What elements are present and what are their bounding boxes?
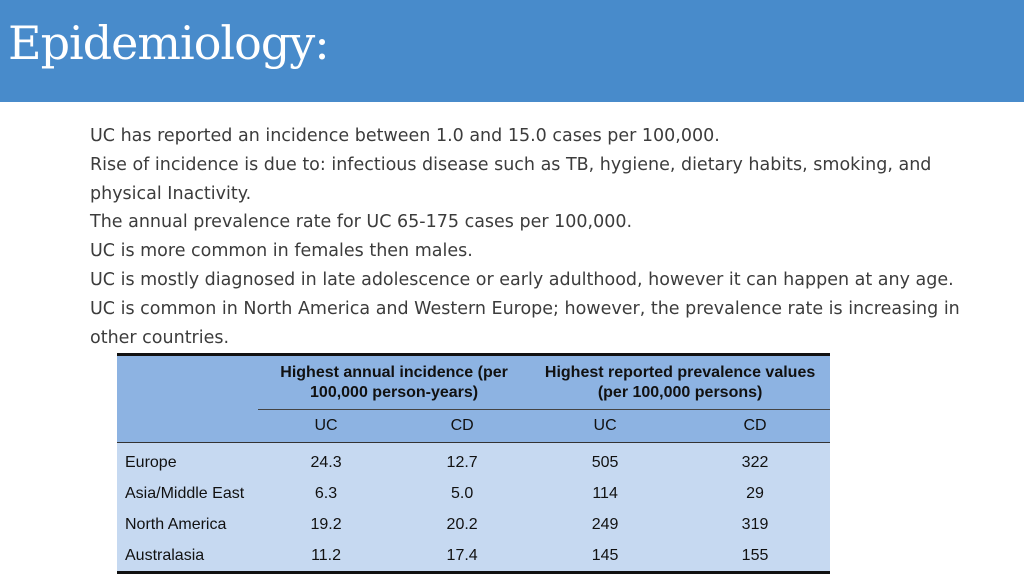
value-cell: 145 bbox=[530, 540, 681, 573]
table-row: Asia/Middle East 6.3 5.0 114 29 bbox=[117, 478, 830, 509]
value-cell: 5.0 bbox=[394, 478, 531, 509]
value-cell: 6.3 bbox=[258, 478, 395, 509]
sub-header: CD bbox=[680, 409, 830, 443]
value-cell: 249 bbox=[530, 509, 681, 540]
bullet-text: UC has reported an incidence between 1.0… bbox=[90, 122, 990, 352]
sub-header: UC bbox=[258, 409, 395, 443]
region-cell: Asia/Middle East bbox=[117, 478, 258, 509]
value-cell: 24.3 bbox=[258, 442, 395, 478]
epidemiology-table: Highest annual incidence (per 100,000 pe… bbox=[117, 353, 830, 574]
region-cell: Australasia bbox=[117, 540, 258, 573]
table-row: North America 19.2 20.2 249 319 bbox=[117, 509, 830, 540]
value-cell: 19.2 bbox=[258, 509, 395, 540]
blank-header bbox=[117, 354, 258, 410]
sub-header: CD bbox=[394, 409, 531, 443]
table-row: Australasia 11.2 17.4 145 155 bbox=[117, 540, 830, 573]
incidence-header: Highest annual incidence (per 100,000 pe… bbox=[258, 354, 531, 410]
value-cell: 322 bbox=[680, 442, 830, 478]
prevalence-header: Highest reported prevalence values (per … bbox=[530, 354, 830, 410]
value-cell: 17.4 bbox=[394, 540, 531, 573]
value-cell: 20.2 bbox=[394, 509, 531, 540]
value-cell: 319 bbox=[680, 509, 830, 540]
bullet-line: UC is common in North America and Wester… bbox=[90, 298, 960, 348]
bullet-line: Rise of incidence is due to: infectious … bbox=[90, 154, 932, 204]
value-cell: 155 bbox=[680, 540, 830, 573]
value-cell: 505 bbox=[530, 442, 681, 478]
region-cell: Europe bbox=[117, 442, 258, 478]
bullet-line: UC is mostly diagnosed in late adolescen… bbox=[90, 269, 954, 290]
bullet-line: The annual prevalence rate for UC 65-175… bbox=[90, 212, 633, 233]
region-cell: North America bbox=[117, 509, 258, 540]
value-cell: 114 bbox=[530, 478, 681, 509]
blank-header bbox=[117, 409, 258, 443]
value-cell: 29 bbox=[680, 478, 830, 509]
bullet-line: UC is more common in females then males. bbox=[90, 241, 473, 262]
value-cell: 11.2 bbox=[258, 540, 395, 573]
bullet-line: UC has reported an incidence between 1.0… bbox=[90, 126, 720, 146]
table-row: Europe 24.3 12.7 505 322 bbox=[117, 442, 830, 478]
slide-title: Epidemiology: bbox=[8, 16, 330, 70]
sub-header: UC bbox=[530, 409, 681, 443]
title-bar: Epidemiology: bbox=[0, 0, 1024, 102]
value-cell: 12.7 bbox=[394, 442, 531, 478]
